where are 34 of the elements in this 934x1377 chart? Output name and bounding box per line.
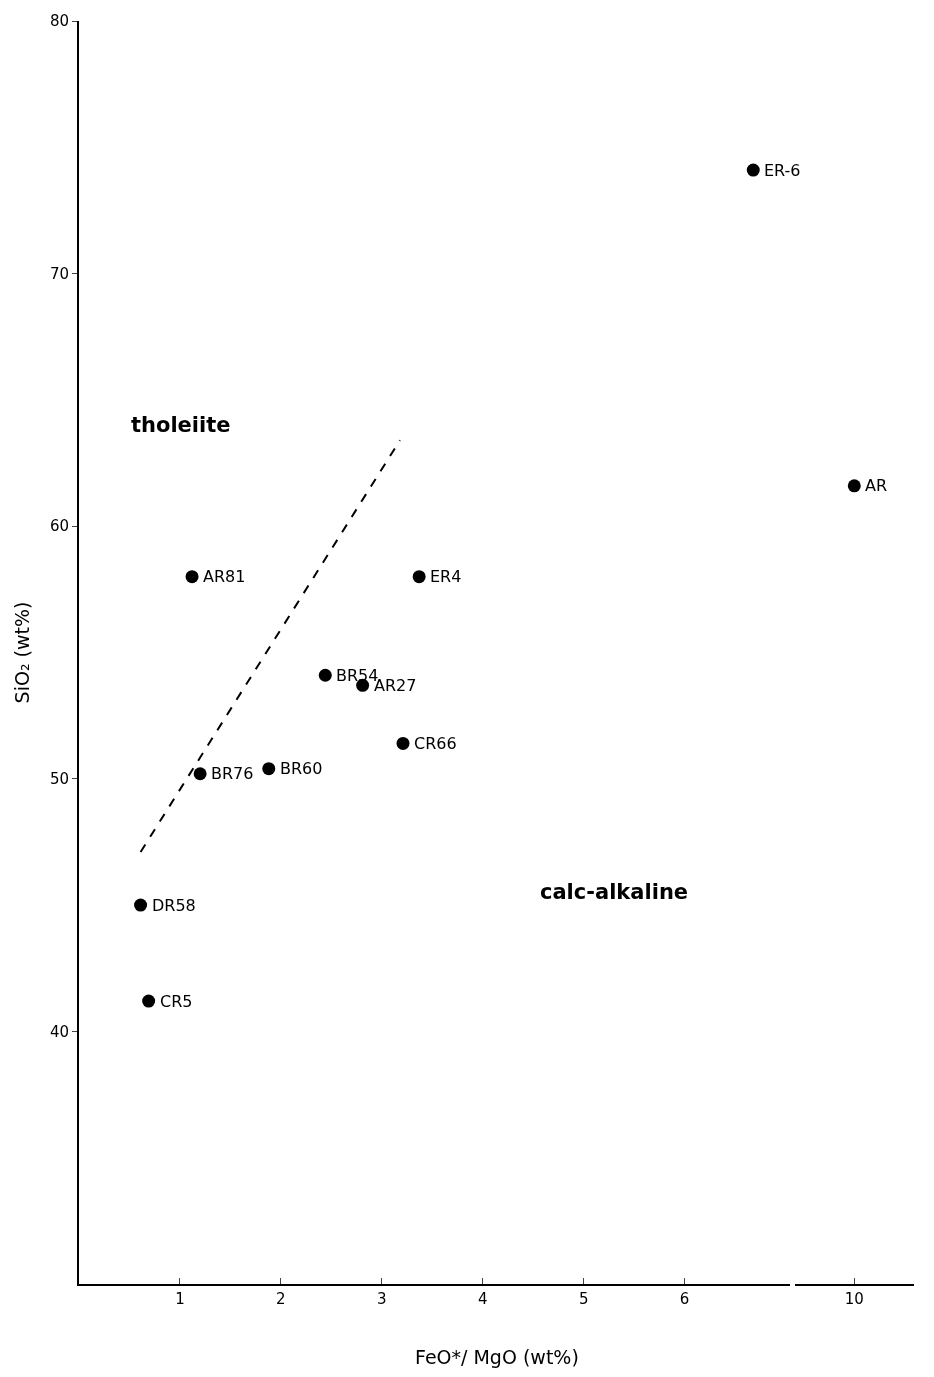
- point: [185, 570, 199, 584]
- point: [193, 767, 207, 781]
- point: [262, 762, 276, 776]
- annotation: BR60: [280, 759, 323, 778]
- x-axis-title: FeO*/ MgO (wt%): [415, 1346, 579, 1368]
- point: [318, 668, 332, 682]
- annotation: calc-alkaline: [540, 880, 689, 904]
- annotation: BR76: [211, 764, 254, 783]
- x-tick-label: 1: [175, 1290, 185, 1308]
- point: [396, 736, 410, 750]
- point: [134, 898, 148, 912]
- annotation: CR5: [160, 992, 193, 1011]
- x-tick-label: 6: [679, 1290, 690, 1308]
- y-tick-label: 80: [49, 12, 69, 31]
- x-tick-label: 5: [578, 1290, 589, 1308]
- annotation: AR81: [203, 567, 246, 586]
- y-tick-label: 70: [49, 264, 69, 283]
- y-tick-label: 50: [49, 770, 69, 789]
- annotation: DR58: [152, 896, 196, 915]
- y-tick-label: 60: [49, 517, 69, 536]
- x-tick-label: 2: [276, 1290, 286, 1308]
- x-tick-label: 3: [377, 1290, 387, 1308]
- point: [412, 570, 426, 584]
- y-tick-label: 40: [49, 1022, 69, 1041]
- point: [746, 163, 760, 177]
- annotation: CR66: [414, 734, 457, 753]
- x-tick-label: 4: [477, 1290, 488, 1308]
- annotation: ER4: [430, 567, 462, 586]
- y-axis-title: SiO₂ (wt%): [11, 601, 34, 704]
- x-tick-label: 10: [844, 1290, 864, 1308]
- annotation: ER-6: [764, 161, 801, 180]
- annotation: tholeiite: [131, 413, 231, 437]
- point: [142, 994, 156, 1008]
- annotation: AR: [865, 476, 888, 495]
